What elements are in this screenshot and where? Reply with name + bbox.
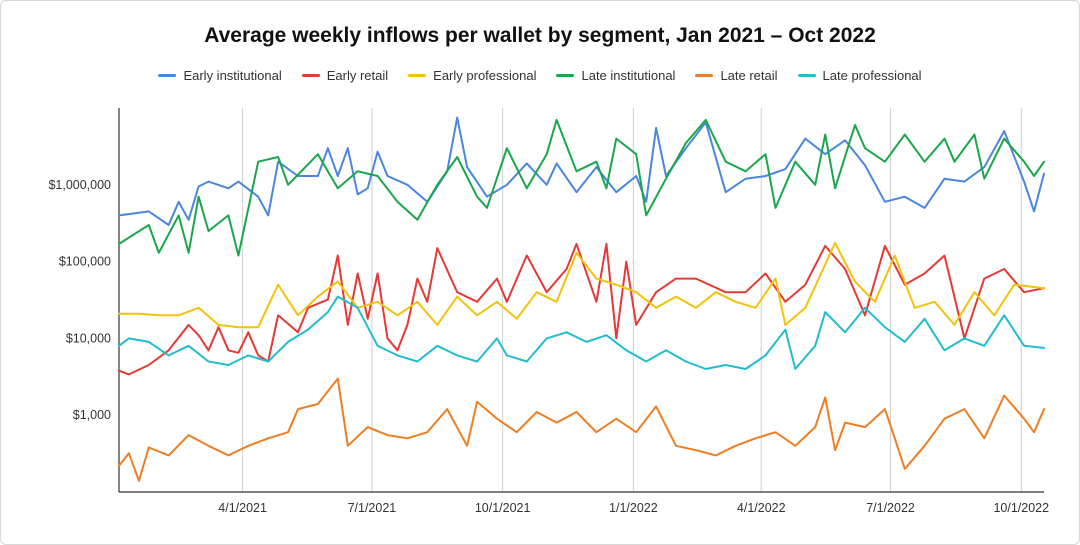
series-line — [118, 295, 1045, 370]
series-line — [118, 242, 1045, 376]
legend-item[interactable]: Early retail — [301, 68, 389, 83]
legend-swatch — [301, 74, 320, 77]
series-line — [118, 116, 1045, 226]
chart-legend: Early institutional Early retail Early pro… — [0, 68, 1080, 83]
x-tick-label: 10/1/2022 — [993, 501, 1049, 515]
legend-label: Early institutional — [183, 68, 282, 83]
x-tick-label: 4/1/2022 — [737, 501, 786, 515]
x-tick-label: 7/1/2022 — [866, 501, 915, 515]
x-tick-label: 10/1/2021 — [475, 501, 531, 515]
legend-swatch — [158, 74, 177, 77]
legend-label: Late institutional — [581, 68, 676, 83]
legend-item[interactable]: Late institutional — [556, 68, 675, 83]
legend-swatch — [408, 74, 427, 77]
x-tick-label: 4/1/2021 — [218, 501, 267, 515]
legend-label: Late professional — [822, 68, 922, 83]
tick-labels: 4/1/2021 7/1/2021 10/1/2021 1/1/2022 4/1/202… — [48, 178, 1049, 515]
series-line — [118, 241, 1045, 329]
y-tick-label: $1,000,000 — [48, 178, 111, 192]
legend-item[interactable]: Early professional — [408, 68, 536, 83]
legend-item[interactable]: Early institutional — [158, 68, 282, 83]
y-tick-label: $1,000 — [73, 408, 111, 422]
legend-label: Early professional — [433, 68, 537, 83]
legend-label: Late retail — [720, 68, 778, 83]
y-tick-label: $10,000 — [66, 331, 111, 345]
series-line — [118, 377, 1045, 482]
x-tick-label: 7/1/2021 — [348, 501, 397, 515]
legend-item[interactable]: Late retail — [695, 68, 778, 83]
legend-swatch — [695, 74, 714, 77]
y-tick-label: $100,000 — [59, 255, 111, 269]
x-tick-label: 1/1/2022 — [609, 501, 658, 515]
chart-title: Average weekly inflows per wallet by seg… — [204, 24, 876, 47]
legend-swatch — [797, 74, 816, 77]
series-lines — [118, 116, 1045, 482]
chart-axes — [118, 108, 1044, 493]
series-line — [118, 118, 1045, 257]
legend-label: Early retail — [326, 68, 389, 83]
legend-swatch — [556, 74, 575, 77]
legend-item[interactable]: Late professional — [797, 68, 922, 83]
